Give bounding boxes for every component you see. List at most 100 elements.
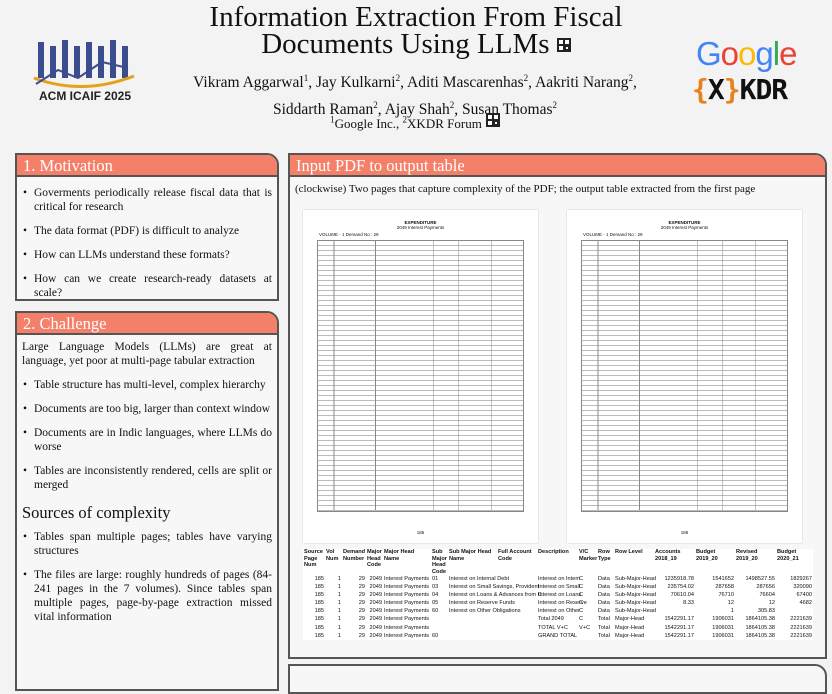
author: Aditi Mascarenhas2,: [407, 73, 536, 92]
column-header: Budget 2020_21: [777, 549, 799, 562]
table-cell: 1541652: [712, 576, 734, 582]
table-cell: 2221639: [790, 616, 812, 623]
table-cell: 04: [432, 592, 439, 599]
table-cell: 1829267: [790, 576, 812, 582]
column-header: Row Type: [598, 549, 611, 562]
acm-logo: ACM ICAIF 2025: [33, 40, 135, 103]
column-header: Description: [538, 549, 569, 555]
table-cell: 29: [358, 576, 365, 582]
title-line-text: Documents Using LLMs: [261, 28, 550, 60]
author: Siddarth Raman2,: [272, 100, 385, 119]
bullet: Table structure has multi-level, complex…: [22, 378, 272, 392]
aff-name: XKDR Forum: [407, 116, 482, 131]
author-aff: 2: [628, 73, 633, 83]
table-cell: 29: [358, 600, 365, 607]
logo-letter: g: [755, 35, 773, 72]
table-cell: 76710: [718, 592, 734, 599]
author-aff: 2: [373, 100, 378, 111]
bullet-list: Tables span multiple pages; tables have …: [22, 530, 272, 624]
table-cell: 235754.02: [667, 584, 694, 591]
table-cell: Sub-Major-Head: [615, 576, 657, 582]
aff-name: Google Inc.: [334, 116, 397, 131]
author-name: Aditi Mascarenhas: [407, 74, 524, 92]
author-name: Jay Kulkarni: [315, 74, 396, 92]
table-cell: 185: [314, 592, 324, 599]
table-cell: 29: [358, 592, 365, 599]
table-cell: 1498527.55: [745, 576, 775, 582]
pdf-volume: VOLUME - 1 Demand No : 29: [583, 232, 643, 237]
author: Aakriti Narang2,: [535, 73, 637, 92]
aff-num: 2: [402, 114, 408, 125]
table-cell: Interest Payments: [384, 616, 430, 623]
table-cell: [776, 607, 813, 615]
table-cell: [448, 615, 497, 623]
bullet: The data format (PDF) is difficult to an…: [22, 224, 272, 238]
table-cell: 29: [358, 616, 365, 623]
table-row: 185 1 29 2049 Interest Payments 05 Interest on…: [303, 599, 813, 607]
table-cell: Interest Payments: [384, 632, 430, 639]
table-cell: Interest Payments: [384, 600, 430, 607]
table-cell: 1906031: [712, 616, 734, 623]
table-cell: Major-Head: [615, 632, 645, 639]
table-cell: [578, 632, 597, 640]
author-name: Vikram Aggarwal: [193, 74, 304, 92]
logo-letter: l: [772, 35, 780, 72]
table-cell: Interest on Loans: [538, 592, 582, 599]
table-cell: 1: [337, 608, 341, 615]
pdf-page: EXPENDITURE 2049 Interest Payments VOLUME …: [567, 210, 802, 543]
table-cell: 60: [432, 608, 439, 615]
table-cell: Data: [598, 576, 610, 582]
table-cell: 1: [337, 592, 341, 599]
motivation-box: 1. Motivation Goverments periodically re…: [15, 153, 279, 301]
table-cell: Data: [598, 600, 610, 607]
table-cell: Interest on Intern: [538, 576, 581, 582]
table-cell: 29: [358, 584, 365, 591]
qr-icon: [485, 113, 500, 127]
table-cell: 1542291.17: [664, 616, 694, 623]
table-cell: 2049: [369, 600, 382, 607]
table-cell: 01: [432, 576, 439, 582]
table-cell: 1542291.17: [664, 624, 694, 631]
bullet: Tables are inconsistently rendered, cell…: [22, 464, 272, 492]
table-cell: C: [579, 592, 584, 599]
table-cell: 12: [727, 600, 734, 607]
affiliation: 1Google Inc.,: [330, 114, 403, 131]
table-row: 185 1 29 2049 Interest Payments Total 2049 C To…: [303, 615, 813, 623]
table-cell: 70610.04: [670, 592, 694, 599]
author: Vikram Aggarwal1,: [193, 73, 316, 92]
table-cell: [654, 607, 695, 615]
table-cell: 2049: [369, 624, 382, 631]
column-header: Major Head Name: [384, 549, 415, 562]
table-cell: Total 2049: [538, 616, 564, 623]
table-cell: 185: [314, 608, 324, 615]
table-cell: C: [579, 600, 584, 607]
subheading: Sources of complexity: [22, 503, 171, 522]
table-cell: 185: [314, 624, 324, 631]
affiliation: 2XKDR Forum: [402, 114, 482, 131]
bullet-list: Table structure has multi-level, complex…: [22, 378, 272, 492]
table-cell: 60: [432, 632, 439, 639]
table-cell: 4682: [799, 600, 812, 607]
table-cell: 287656: [756, 584, 775, 591]
pdf-heading: EXPENDITURE: [668, 220, 701, 225]
table-cell: 185: [314, 616, 324, 623]
table-cell: Total: [598, 632, 610, 639]
table-cell: 1: [337, 600, 341, 607]
table-cell: C: [579, 576, 584, 582]
table-cell: Interest Payments: [384, 584, 430, 591]
next-box: [288, 664, 827, 694]
author: Ajay Shah2,: [384, 100, 462, 119]
table-cell: TOTAL V+C: [538, 624, 568, 631]
table-cell: 2049: [369, 608, 382, 615]
logo-letter: K: [739, 73, 757, 106]
table-cell: 2049: [369, 632, 382, 639]
section-title: 1. Motivation: [17, 155, 277, 177]
column-header: V/C Marker: [579, 549, 598, 562]
table-row: 185 1 29 2049 Interest Payments 03 Interest on…: [303, 583, 813, 591]
table-cell: 1864105.38: [745, 616, 775, 623]
table-cell: 76604: [759, 592, 775, 599]
table-cell: 2049: [369, 584, 382, 591]
table-cell: 67400: [796, 592, 812, 599]
author-name: Susan Thomas: [461, 101, 553, 119]
table-cell: Interest on Other Obligations: [449, 608, 521, 615]
